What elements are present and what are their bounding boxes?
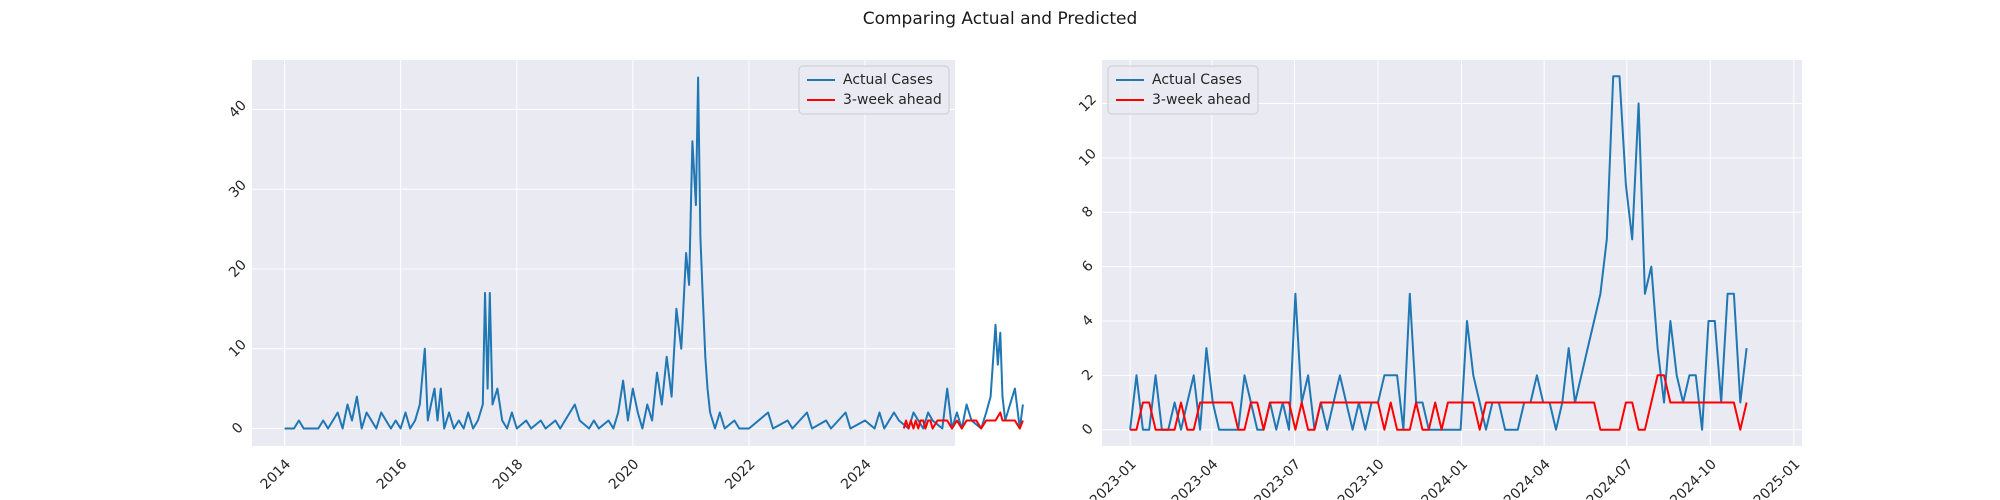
legend-label: 3-week ahead <box>1152 92 1251 108</box>
chart-panels: 2014 2016 2018 2020 2022 2024010203040Actual … <box>226 60 1803 500</box>
legend-frame <box>1107 65 1259 115</box>
series-line-three-week-ahead <box>902 411 1024 430</box>
legend: Actual Cases 3-week ahead <box>1107 65 1259 115</box>
plot-area <box>252 60 955 446</box>
legend: Actual Cases 3-week ahead <box>798 65 950 115</box>
series-line-actual-cases <box>284 76 1024 430</box>
plot-area <box>1102 60 1802 446</box>
chart-panel-1: 2014 2016 2018 2020 2022 2024010203040Actual … <box>226 60 1024 493</box>
chart-panel-2: 2023-01 2023-04 2023-07 2023-10 2024-01 2024-… <box>1076 60 1803 500</box>
figure-suptitle: Comparing Actual and Predicted <box>863 9 1138 29</box>
legend-label: Actual Cases <box>843 72 933 88</box>
legend-label: 3-week ahead <box>843 92 942 108</box>
legend-frame <box>798 65 950 115</box>
legend-label: Actual Cases <box>1152 72 1242 88</box>
series-line-three-week-ahead <box>1130 374 1748 431</box>
series-line-actual-cases <box>1129 75 1748 431</box>
